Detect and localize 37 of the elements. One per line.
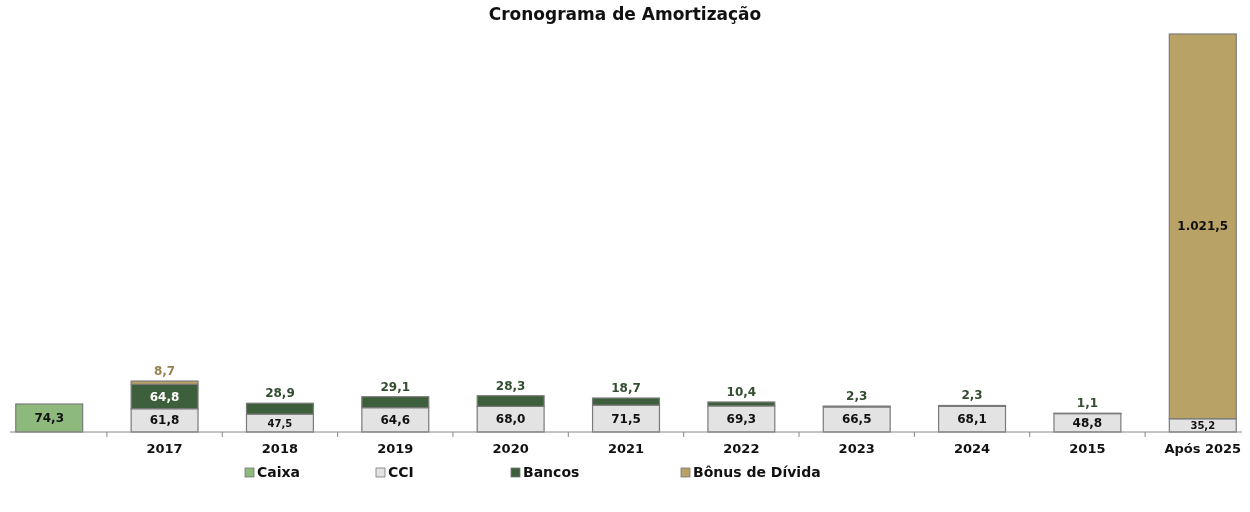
data-label: 2,3 [961, 388, 983, 403]
data-label: 61,8 [149, 413, 180, 428]
data-label: 47,5 [267, 418, 293, 430]
x-tick-label: 2018 [261, 441, 299, 456]
legend-label: CCI [388, 464, 414, 480]
data-label: 1,1 [1076, 396, 1099, 411]
x-tick-label: 2020 [492, 441, 529, 456]
data-label: 74,3 [34, 411, 65, 426]
data-label: 29,1 [380, 379, 411, 394]
data-label: 48,8 [1072, 415, 1103, 430]
data-label: 64,8 [149, 389, 180, 404]
data-label: 64,6 [380, 412, 411, 427]
data-label: 71,5 [611, 411, 641, 426]
data-label: 2,3 [846, 389, 868, 404]
chart-title: Cronograma de Amortização [488, 4, 762, 24]
x-tick-label: 2024 [953, 441, 991, 456]
x-tick-label: Após 2025 [1164, 441, 1242, 456]
x-tick-label: 2022 [723, 441, 760, 456]
legend-label: Bônus de Dívida [693, 464, 821, 480]
x-tick-label: 2019 [377, 441, 414, 456]
data-label: 10,4 [726, 384, 757, 399]
data-label: 35,2 [1190, 420, 1216, 432]
legend-label: Caixa [257, 464, 300, 480]
x-tick-label: 2023 [838, 441, 875, 456]
data-label: 68,0 [495, 412, 526, 427]
data-label: 18,7 [611, 381, 641, 396]
data-label: 28,9 [265, 386, 295, 401]
data-label: 68,1 [957, 412, 987, 427]
legend-label: Bancos [523, 464, 580, 480]
data-label: 1.021,5 [1177, 219, 1229, 234]
data-label: 8,7 [153, 364, 176, 379]
data-label: 28,3 [495, 378, 526, 393]
x-tick-label: 2017 [146, 441, 183, 456]
x-tick-label: 2021 [607, 441, 645, 456]
x-tick-label: 2015 [1069, 441, 1106, 456]
data-label: 66,5 [841, 412, 872, 427]
data-label: 69,3 [726, 411, 757, 426]
